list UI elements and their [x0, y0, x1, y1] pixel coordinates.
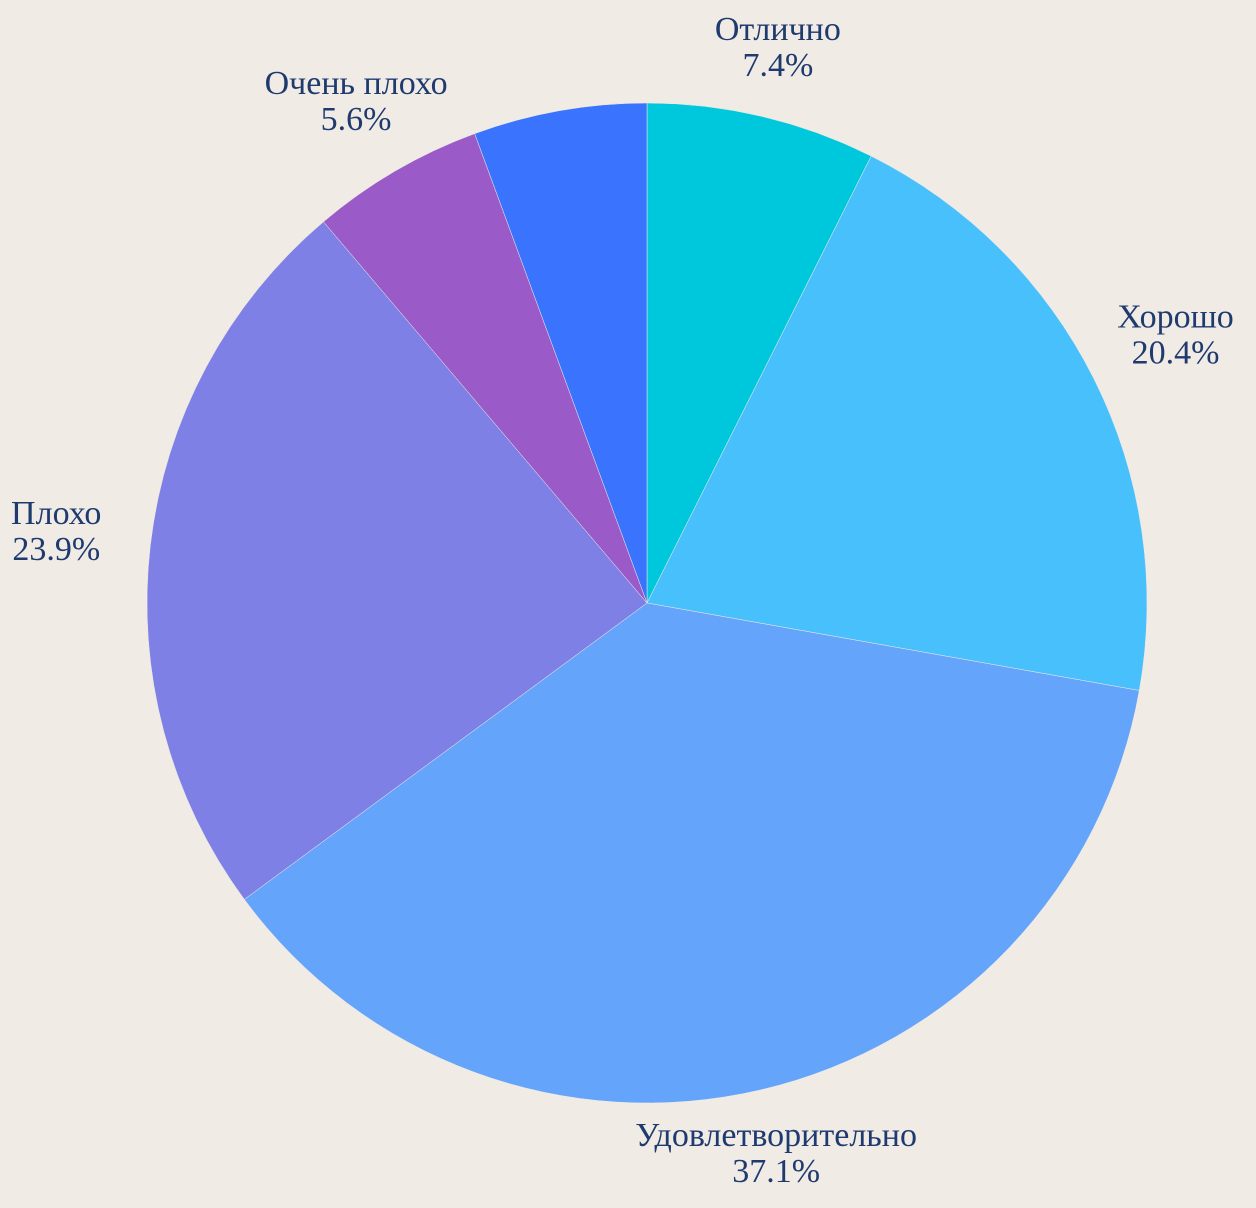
slice-label: Плохо [11, 495, 101, 532]
pie-slice [146, 221, 648, 900]
slice-label: Хорошо [1117, 299, 1234, 336]
slice-label: Отлично [715, 11, 841, 48]
slice-value-label: 5.6% [321, 101, 392, 138]
pie-slice [646, 102, 872, 604]
slice-value-label: 7.4% [742, 47, 813, 84]
pie-slice [243, 602, 1140, 1104]
slice-value-label: 20.4% [1132, 335, 1220, 372]
slice-label: Удовлетворительно [635, 1117, 917, 1154]
slice-value-label: 23.9% [12, 531, 100, 568]
slice-label: Очень плохо [265, 65, 448, 102]
pie-slice [323, 133, 648, 604]
slice-value-label: 37.1% [732, 1153, 820, 1190]
pie-slice [646, 155, 1148, 691]
pie-slice [474, 102, 648, 604]
